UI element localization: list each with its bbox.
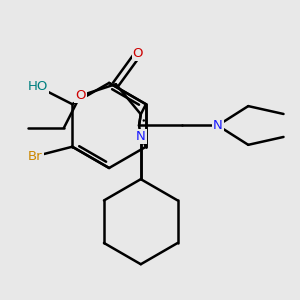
Text: N: N [213, 119, 223, 132]
Text: O: O [75, 89, 86, 102]
Text: HO: HO [28, 80, 48, 93]
Text: Br: Br [28, 150, 43, 163]
Text: O: O [133, 47, 143, 60]
Text: N: N [136, 130, 146, 143]
